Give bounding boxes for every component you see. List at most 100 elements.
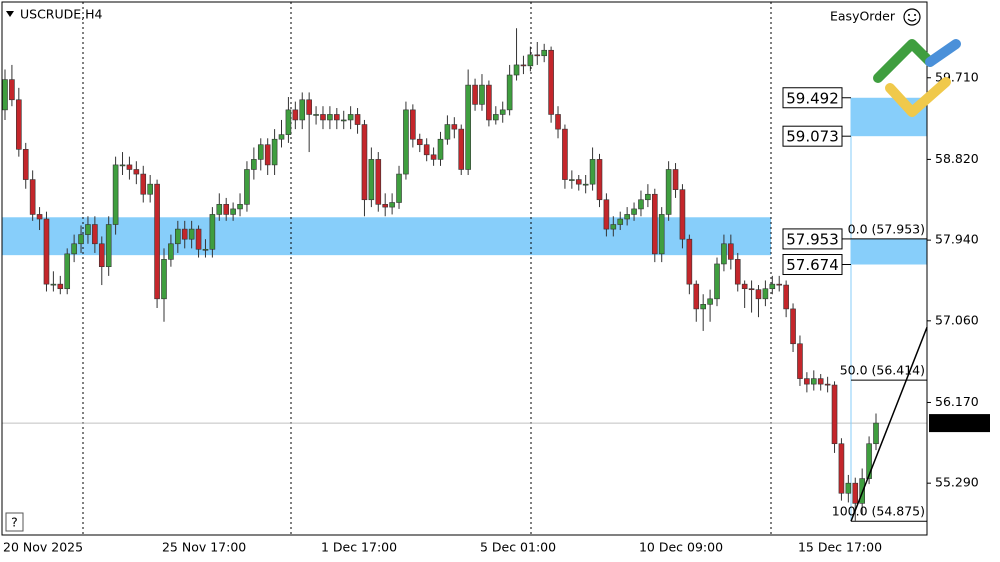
candle-body bbox=[755, 289, 762, 300]
candle-body bbox=[9, 79, 15, 101]
candle-body bbox=[734, 259, 741, 285]
candle-body bbox=[714, 263, 720, 300]
candle-body bbox=[638, 199, 644, 210]
candle-body bbox=[596, 159, 603, 201]
candle-body bbox=[230, 208, 236, 215]
candle-body bbox=[354, 114, 361, 125]
candle-body bbox=[617, 218, 624, 225]
candle-body bbox=[569, 179, 575, 181]
candle-body bbox=[64, 253, 71, 290]
candle-body bbox=[748, 288, 755, 291]
candle-body bbox=[98, 243, 105, 268]
candle-body bbox=[472, 84, 478, 105]
candle-body bbox=[237, 204, 243, 210]
x-tick-label: 25 Nov 17:00 bbox=[162, 540, 246, 555]
candle-body bbox=[465, 84, 471, 170]
candle-body bbox=[347, 114, 354, 121]
candle-body bbox=[520, 64, 527, 67]
candle-body bbox=[693, 283, 700, 310]
candle-body bbox=[195, 228, 202, 250]
candle-body bbox=[154, 183, 160, 300]
candle-body bbox=[223, 204, 230, 215]
candle-body bbox=[575, 179, 582, 185]
candle-body bbox=[410, 109, 416, 140]
candle-body bbox=[327, 114, 333, 121]
fib-label: 50.0 (56.414) bbox=[840, 363, 925, 378]
logo bbox=[873, 39, 961, 117]
candle-body bbox=[589, 159, 596, 185]
candle-body bbox=[423, 144, 430, 156]
menu-arrow[interactable] bbox=[6, 11, 14, 17]
candle-body bbox=[866, 443, 872, 479]
candle-body bbox=[285, 109, 292, 135]
candle-body bbox=[479, 84, 485, 105]
candle-body bbox=[382, 204, 388, 208]
candle-body bbox=[610, 224, 617, 230]
candle-body bbox=[852, 482, 859, 504]
price-label: 55.945 bbox=[934, 416, 978, 431]
candle-body bbox=[845, 482, 852, 494]
candle-body bbox=[375, 159, 382, 205]
plot-frame bbox=[1, 1, 928, 536]
candle-body bbox=[658, 214, 665, 255]
candle-body bbox=[361, 124, 368, 201]
candle-body bbox=[817, 378, 824, 385]
candle-body bbox=[430, 154, 437, 160]
candle-body bbox=[527, 54, 534, 67]
candle-body bbox=[175, 228, 181, 245]
candle-body bbox=[334, 114, 340, 121]
candle-body bbox=[264, 144, 271, 166]
candle-body bbox=[22, 149, 29, 180]
candle-body bbox=[396, 173, 402, 203]
candle-body bbox=[686, 238, 693, 285]
candle-body bbox=[181, 228, 188, 240]
candle-body bbox=[506, 74, 513, 111]
candle-body bbox=[624, 214, 630, 220]
x-tick-label: 1 Dec 17:00 bbox=[321, 540, 397, 555]
x-tick-label: 20 Nov 2025 bbox=[3, 540, 83, 555]
level-label: 59.073 bbox=[786, 128, 839, 146]
help-label[interactable]: ? bbox=[11, 515, 18, 530]
candle-body bbox=[548, 49, 554, 115]
candle-body bbox=[665, 169, 672, 215]
candle-body bbox=[555, 114, 561, 130]
candle-body bbox=[776, 283, 783, 286]
zone bbox=[2, 217, 771, 256]
candle-body bbox=[71, 243, 77, 255]
candle-body bbox=[416, 138, 423, 146]
candle-body bbox=[403, 109, 409, 175]
candle-body bbox=[513, 64, 520, 76]
candle-body bbox=[271, 138, 278, 166]
candle-body bbox=[728, 243, 734, 260]
candle-body bbox=[202, 248, 209, 251]
candle-body bbox=[306, 99, 312, 115]
candle-body bbox=[340, 119, 347, 122]
candle-body bbox=[804, 378, 810, 385]
candle-body bbox=[651, 193, 658, 255]
level-label: 59.492 bbox=[786, 89, 839, 107]
candle-body bbox=[762, 288, 769, 300]
candle-body bbox=[2, 79, 8, 111]
candle-body bbox=[541, 49, 547, 57]
candle-body bbox=[209, 214, 216, 250]
y-tick-label: 57.940 bbox=[935, 232, 979, 247]
candle-body bbox=[188, 228, 195, 240]
candle-body bbox=[78, 234, 84, 245]
candle-body bbox=[29, 179, 36, 215]
level-box bbox=[782, 87, 843, 109]
candle-body bbox=[92, 224, 98, 245]
candle-body bbox=[105, 224, 112, 268]
candle-body bbox=[700, 304, 706, 310]
candle-body bbox=[147, 183, 153, 195]
candle-body bbox=[85, 224, 91, 235]
candle-body bbox=[16, 99, 22, 150]
candle-body bbox=[672, 169, 679, 190]
help-button[interactable] bbox=[5, 512, 24, 532]
candle-body bbox=[257, 144, 264, 160]
candle-body bbox=[603, 199, 610, 230]
level-box bbox=[782, 254, 843, 276]
easy-order[interactable]: EasyOrder bbox=[830, 9, 896, 24]
candle-body bbox=[57, 283, 64, 290]
level-box bbox=[782, 125, 843, 147]
